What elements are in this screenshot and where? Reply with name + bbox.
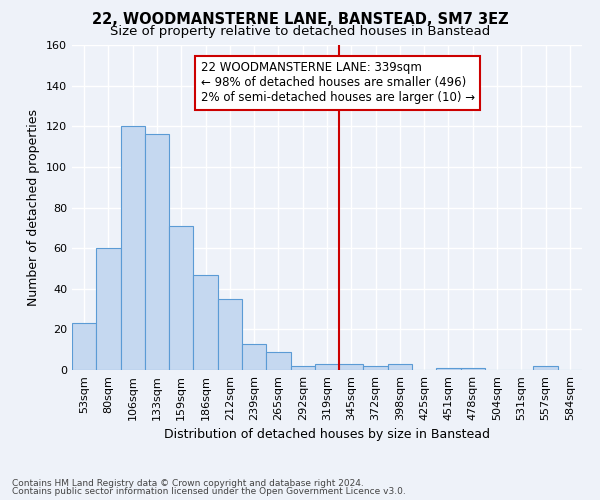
Bar [72,324,96,370]
Bar [121,126,145,370]
Bar [290,366,315,370]
Bar [339,364,364,370]
Bar [266,352,290,370]
Bar [315,364,339,370]
Y-axis label: Number of detached properties: Number of detached properties [28,109,40,306]
Bar [145,134,169,370]
Text: Size of property relative to detached houses in Banstead: Size of property relative to detached ho… [110,25,490,38]
Bar [242,344,266,370]
Bar [461,368,485,370]
Bar [388,364,412,370]
Bar [193,274,218,370]
Text: Contains public sector information licensed under the Open Government Licence v3: Contains public sector information licen… [12,487,406,496]
Bar [218,299,242,370]
X-axis label: Distribution of detached houses by size in Banstead: Distribution of detached houses by size … [164,428,490,442]
Bar [533,366,558,370]
Bar [169,226,193,370]
Text: 22 WOODMANSTERNE LANE: 339sqm
← 98% of detached houses are smaller (496)
2% of s: 22 WOODMANSTERNE LANE: 339sqm ← 98% of d… [201,61,475,104]
Text: Contains HM Land Registry data © Crown copyright and database right 2024.: Contains HM Land Registry data © Crown c… [12,479,364,488]
Text: 22, WOODMANSTERNE LANE, BANSTEAD, SM7 3EZ: 22, WOODMANSTERNE LANE, BANSTEAD, SM7 3E… [92,12,508,28]
Bar [436,368,461,370]
Bar [364,366,388,370]
Bar [96,248,121,370]
